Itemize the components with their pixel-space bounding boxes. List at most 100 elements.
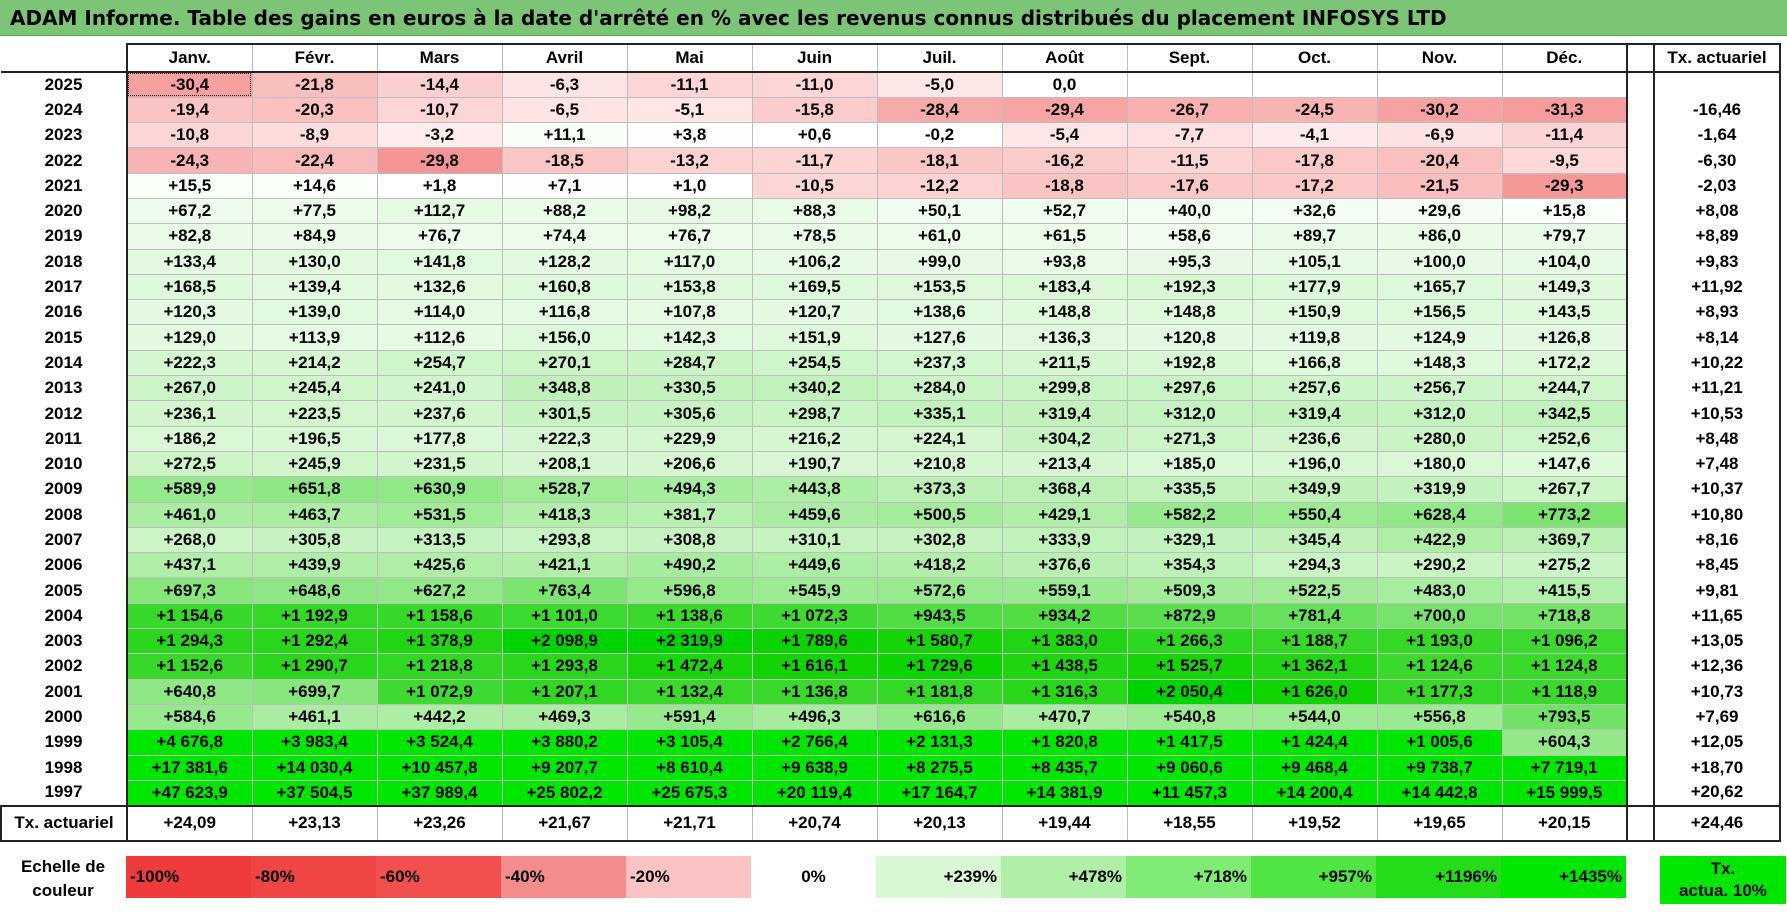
value-cell[interactable]: +231,5 [376,450,503,478]
value-cell[interactable]: +545,9 [751,577,878,604]
value-cell[interactable]: +130,0 [251,248,378,275]
value-cell[interactable]: +172,2 [1501,349,1628,377]
scale-swatch[interactable]: -80% [251,856,376,898]
value-cell[interactable]: +29,6 [1376,197,1503,225]
value-cell[interactable]: +596,8 [626,577,753,604]
value-cell[interactable]: +572,6 [876,577,1003,604]
value-cell[interactable]: -30,2 [1376,96,1503,124]
value-cell[interactable]: +461,1 [251,703,378,731]
value-cell[interactable]: +3 880,2 [501,729,628,756]
year-cell[interactable]: 2012 [1,400,128,427]
month-header[interactable]: Nov. [1376,43,1503,73]
footer-value-cell[interactable]: +18,55 [1126,804,1253,842]
value-cell[interactable]: +58,6 [1126,223,1253,250]
value-cell[interactable]: +872,9 [1126,602,1253,630]
value-cell[interactable]: +15,8 [1501,197,1628,225]
value-cell[interactable]: -14,4 [376,71,503,98]
value-cell[interactable]: +9 207,7 [501,754,628,781]
tx-cell[interactable]: -2,03 [1653,173,1781,199]
value-cell[interactable]: +1 294,3 [126,628,253,655]
value-cell[interactable]: +192,8 [1126,349,1253,377]
tx-cell[interactable]: +20,62 [1653,780,1781,806]
footer-value-cell[interactable]: +24,09 [126,804,253,842]
value-cell[interactable]: +522,5 [1251,577,1378,604]
value-cell[interactable]: +422,9 [1376,526,1503,554]
value-cell[interactable]: +148,8 [1001,299,1128,326]
value-cell[interactable]: +376,6 [1001,552,1128,579]
value-cell[interactable]: +267,0 [126,375,253,402]
value-cell[interactable]: +224,1 [876,425,1003,452]
value-cell[interactable]: +17 164,7 [876,779,1003,807]
value-cell[interactable]: +76,7 [626,223,753,250]
year-cell[interactable]: 2009 [1,476,128,503]
month-header[interactable]: Avril [501,43,628,73]
value-cell[interactable]: +463,7 [251,501,378,528]
tx-cell[interactable]: +9,83 [1653,249,1781,275]
value-cell[interactable]: +47 623,9 [126,779,253,807]
value-cell[interactable]: +319,4 [1251,400,1378,427]
value-cell[interactable]: +1 154,6 [126,602,253,630]
value-cell[interactable]: +7,1 [501,172,628,199]
value-cell[interactable]: +1 138,6 [626,602,753,630]
tx-cell[interactable]: -1,64 [1653,122,1781,148]
month-header[interactable]: Juil. [876,43,1003,73]
value-cell[interactable]: +124,9 [1376,324,1503,351]
value-cell[interactable]: +141,8 [376,248,503,275]
year-cell[interactable]: 2021 [1,173,128,199]
value-cell[interactable]: +1 789,6 [751,628,878,655]
value-cell[interactable]: +298,7 [751,400,878,427]
value-cell[interactable]: +1 729,6 [876,653,1003,680]
value-cell[interactable]: +604,3 [1501,729,1628,756]
value-cell[interactable]: +559,1 [1001,577,1128,604]
value-cell[interactable]: +718,8 [1501,602,1628,630]
value-cell[interactable]: +310,1 [751,526,878,554]
value-cell[interactable]: +1 193,0 [1376,628,1503,655]
value-cell[interactable]: +1 118,9 [1501,678,1628,705]
value-cell[interactable]: +252,6 [1501,425,1628,452]
value-cell[interactable]: +254,5 [751,349,878,377]
year-cell[interactable]: 2017 [1,274,128,300]
value-cell[interactable]: +442,2 [376,703,503,731]
value-cell[interactable]: +192,3 [1126,273,1253,301]
value-cell[interactable]: -4,1 [1251,122,1378,149]
value-cell[interactable]: +256,7 [1376,375,1503,402]
year-cell[interactable]: 2013 [1,375,128,401]
value-cell[interactable]: +10 457,8 [376,754,503,781]
value-cell[interactable]: +116,8 [501,299,628,326]
value-cell[interactable]: +2 050,4 [1126,678,1253,705]
value-cell[interactable]: -31,3 [1501,96,1628,124]
value-cell[interactable]: -3,2 [376,122,503,149]
month-header[interactable]: Juin [751,43,878,73]
year-cell[interactable]: 1997 [1,780,128,806]
value-cell[interactable]: +439,9 [251,552,378,579]
value-cell[interactable]: +3 105,4 [626,729,753,756]
value-cell[interactable]: +280,0 [1376,425,1503,452]
value-cell[interactable]: +294,3 [1251,552,1378,579]
value-cell[interactable]: +301,5 [501,400,628,427]
value-cell[interactable] [1501,71,1628,98]
value-cell[interactable]: -18,5 [501,147,628,174]
value-cell[interactable]: +148,8 [1126,299,1253,326]
value-cell[interactable]: +105,1 [1251,248,1378,275]
value-cell[interactable]: +139,4 [251,273,378,301]
value-cell[interactable]: -17,2 [1251,172,1378,199]
value-cell[interactable]: +335,5 [1126,476,1253,503]
value-cell[interactable]: +1,0 [626,172,753,199]
year-cell[interactable]: 2011 [1,426,128,452]
year-cell[interactable]: 2007 [1,527,128,553]
value-cell[interactable]: +272,5 [126,450,253,478]
value-cell[interactable]: +244,7 [1501,375,1628,402]
value-cell[interactable]: -5,1 [626,96,753,124]
value-cell[interactable]: +7 719,1 [1501,754,1628,781]
value-cell[interactable]: +589,9 [126,476,253,503]
tx-cell[interactable]: +10,37 [1653,476,1781,503]
year-cell[interactable]: 1999 [1,729,128,756]
value-cell[interactable]: +142,3 [626,324,753,351]
value-cell[interactable]: +78,5 [751,223,878,250]
year-cell[interactable]: 2005 [1,577,128,604]
value-cell[interactable]: +763,4 [501,577,628,604]
tx-cell[interactable]: +18,70 [1653,755,1781,781]
value-cell[interactable]: +1 383,0 [1001,628,1128,655]
year-cell[interactable]: 2014 [1,350,128,376]
year-cell[interactable]: 2001 [1,679,128,705]
